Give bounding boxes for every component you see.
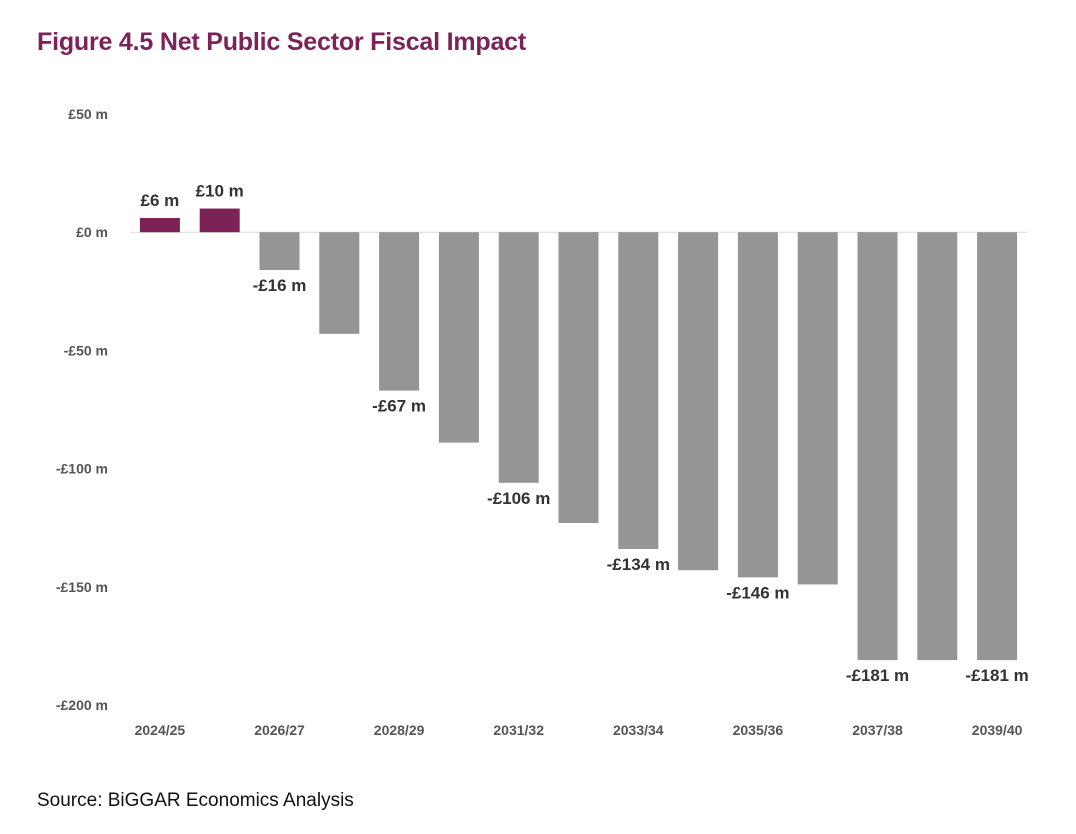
- y-tick-label: -£200 m: [56, 697, 108, 713]
- data-label: -£16 m: [253, 276, 307, 295]
- bar-2038-39: [917, 232, 958, 661]
- data-label: -£134 m: [607, 555, 670, 574]
- x-tick-label: 2026/27: [254, 722, 305, 738]
- y-tick-label: -£50 m: [64, 342, 108, 358]
- x-tick-label: 2035/36: [733, 722, 784, 738]
- x-tick-label: 2033/34: [613, 722, 664, 738]
- bar-2033-34: [618, 232, 659, 549]
- data-label: -£181 m: [965, 666, 1028, 685]
- data-label: -£106 m: [487, 489, 550, 508]
- bar-2032-33: [558, 232, 599, 523]
- data-label: £6 m: [141, 191, 180, 210]
- source-note: Source: BiGGAR Economics Analysis: [37, 790, 354, 811]
- y-tick-label: £0 m: [76, 224, 108, 240]
- bar-2027-28: [319, 232, 360, 334]
- x-tick-label: 2024/25: [135, 722, 186, 738]
- y-tick-label: -£100 m: [56, 461, 108, 477]
- bar-2026-27: [259, 232, 300, 271]
- x-tick-label: 2031/32: [493, 722, 544, 738]
- bar-2029-30: [438, 232, 479, 443]
- bar-2037-38: [857, 232, 898, 661]
- y-tick-label: £50 m: [68, 106, 108, 122]
- data-labels-group: £6 m £10 m -£16 m -£67 m -£106 m -£134 m -£146…: [141, 182, 1029, 686]
- bars-group: [139, 208, 1018, 661]
- x-tick-label: 2037/38: [852, 722, 903, 738]
- bar-2039-40: [977, 232, 1018, 661]
- bar-2025-26: [199, 208, 240, 233]
- bar-2031-32: [498, 232, 539, 483]
- bar-2036-37: [797, 232, 838, 585]
- y-tick-label: -£150 m: [56, 579, 108, 595]
- bar-2028-29: [379, 232, 420, 391]
- x-axis-ticks: 2024/25 2026/27 2028/29 2031/32 2033/34 2035/…: [135, 722, 1023, 738]
- data-label: £10 m: [196, 182, 244, 201]
- bar-chart: £50 m £0 m -£50 m -£100 m -£150 m -£200 m £6 …: [56, 106, 1029, 738]
- x-tick-label: 2028/29: [374, 722, 425, 738]
- bar-2034-35: [678, 232, 719, 571]
- chart-title: Figure 4.5 Net Public Sector Fiscal Impa…: [37, 28, 526, 56]
- bar-2024-25: [139, 218, 180, 233]
- bar-2035-36: [737, 232, 778, 578]
- data-label: -£146 m: [726, 583, 789, 602]
- y-axis-ticks: £50 m £0 m -£50 m -£100 m -£150 m -£200 m: [56, 106, 108, 713]
- data-label: -£67 m: [372, 397, 426, 416]
- x-tick-label: 2039/40: [972, 722, 1023, 738]
- data-label: -£181 m: [846, 666, 909, 685]
